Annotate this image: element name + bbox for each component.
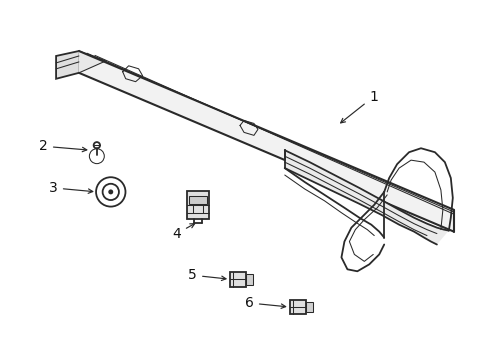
FancyBboxPatch shape (189, 196, 207, 204)
Circle shape (108, 189, 113, 194)
Polygon shape (79, 51, 105, 73)
FancyBboxPatch shape (289, 300, 305, 314)
FancyBboxPatch shape (305, 302, 312, 312)
FancyBboxPatch shape (187, 191, 209, 219)
Text: 5: 5 (188, 268, 225, 282)
Text: 1: 1 (340, 90, 377, 123)
Text: 6: 6 (244, 296, 285, 310)
Polygon shape (284, 150, 448, 244)
FancyBboxPatch shape (245, 274, 252, 285)
Polygon shape (79, 51, 453, 231)
Polygon shape (56, 51, 79, 79)
Text: 4: 4 (172, 224, 194, 240)
Text: 2: 2 (39, 139, 86, 153)
FancyBboxPatch shape (230, 272, 245, 287)
Text: 3: 3 (49, 181, 93, 195)
